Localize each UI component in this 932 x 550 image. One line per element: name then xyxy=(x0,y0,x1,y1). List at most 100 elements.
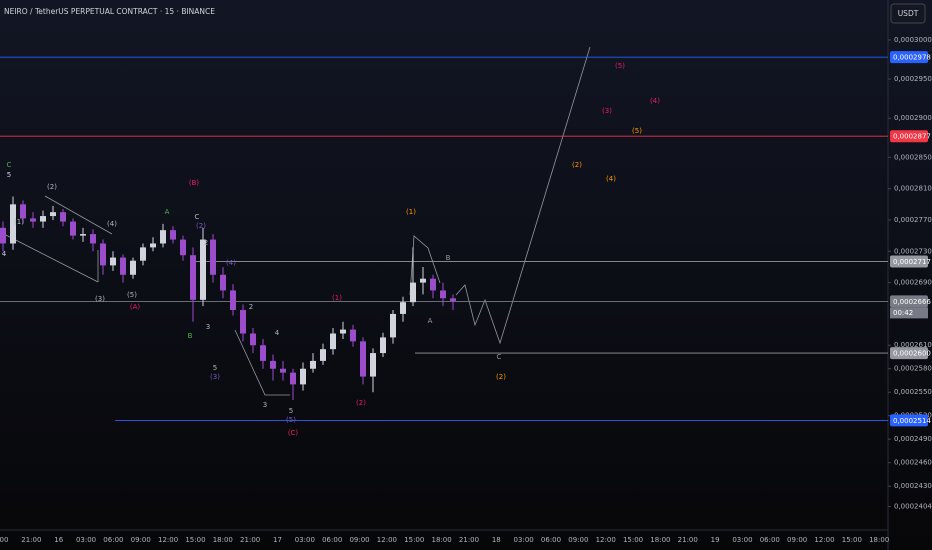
candle-body xyxy=(450,298,456,302)
level-price-box xyxy=(890,51,928,64)
candle-body xyxy=(360,341,366,377)
wave-label: 5 xyxy=(213,364,217,372)
candle-body xyxy=(10,204,16,244)
x-tick-label: 03:00 xyxy=(514,536,534,544)
x-tick-label: 17 xyxy=(273,536,282,544)
level-price-box xyxy=(890,295,928,308)
candle-body xyxy=(280,368,286,373)
candle-body xyxy=(200,239,206,300)
countdown-box xyxy=(890,307,928,319)
x-tick-label: 18 xyxy=(492,536,501,544)
y-tick-label: 0,0002770 xyxy=(894,216,932,224)
wave-label: (C) xyxy=(288,429,299,437)
candle-body xyxy=(30,218,36,222)
x-tick-label: 09:00 xyxy=(787,536,807,544)
y-tick-label: 0,0002730 xyxy=(894,247,932,255)
x-tick-label: 03:00 xyxy=(295,536,315,544)
y-tick-label: 0,0002430 xyxy=(894,482,932,490)
wave-label: (5) xyxy=(127,291,137,299)
wave-label: 2 xyxy=(204,239,208,247)
wave-label: C xyxy=(195,213,200,221)
candle-body xyxy=(150,243,156,248)
x-tick-label: 12:00 xyxy=(814,536,834,544)
y-tick-label: 0,0002550 xyxy=(894,388,932,396)
candle-body xyxy=(50,212,56,217)
candle-body xyxy=(190,255,196,300)
x-tick-label: 12:00 xyxy=(377,536,397,544)
wave-label: 5 xyxy=(289,407,293,415)
wave-sketch xyxy=(234,329,290,396)
wave-label: 4 xyxy=(2,250,7,258)
x-tick-label: 16 xyxy=(54,536,63,544)
channel-line xyxy=(44,195,113,235)
candle-body xyxy=(330,333,336,350)
level-price-label: 0,0002978 xyxy=(893,54,931,62)
level-price-box xyxy=(890,255,928,268)
wave-label: A xyxy=(428,317,433,325)
level-price-label: 0,0002877 xyxy=(893,133,931,141)
candle-body xyxy=(210,239,216,275)
wave-label: (4) xyxy=(606,175,616,183)
wave-label: (4) xyxy=(107,220,117,228)
candle-body xyxy=(370,353,376,377)
x-tick-label: 15:00 xyxy=(842,536,862,544)
y-tick-label: 0,0002460 xyxy=(894,459,932,467)
candle-body xyxy=(320,349,326,361)
wave-label: 3 xyxy=(206,323,210,331)
wave-label: (4) xyxy=(226,259,236,267)
wave-label: C xyxy=(497,353,502,361)
x-tick-label: 21:00 xyxy=(21,536,41,544)
candle-body xyxy=(270,360,276,369)
level-price-box xyxy=(890,130,928,143)
wave-label: (2) xyxy=(496,373,506,381)
x-tick-label: 09:00 xyxy=(568,536,588,544)
candle-body xyxy=(80,234,86,236)
candle-body xyxy=(110,257,116,266)
candle-body xyxy=(70,221,76,236)
candle-body xyxy=(440,290,446,299)
wave-label: (B) xyxy=(189,179,200,187)
level-price-label: 0,0002666 xyxy=(893,298,931,306)
y-tick-label: 0,0002610 xyxy=(894,341,932,349)
x-tick-label: 15:00 xyxy=(623,536,643,544)
wave-label: (1) xyxy=(14,218,24,226)
wave-label: A xyxy=(165,208,170,216)
x-tick-label: 15:00 xyxy=(185,536,205,544)
level-price-box xyxy=(890,347,928,360)
candle-body xyxy=(300,368,306,385)
candle-body xyxy=(420,278,426,283)
x-tick-label: 00 xyxy=(0,536,8,544)
wave-label: (4) xyxy=(650,97,660,105)
x-tick-label: 18:00 xyxy=(213,536,233,544)
x-tick-label: 18:00 xyxy=(869,536,889,544)
wave-label: (2) xyxy=(572,161,582,169)
x-tick-label: 15:00 xyxy=(404,536,424,544)
x-tick-label: 06:00 xyxy=(760,536,780,544)
candle-body xyxy=(430,278,436,291)
wave-label: (3) xyxy=(95,295,105,303)
y-tick-label: 0,0002950 xyxy=(894,75,932,83)
wave-label: 2 xyxy=(249,303,253,311)
wave-label: 3 xyxy=(263,401,267,409)
candle-body xyxy=(130,260,136,275)
channel-line xyxy=(0,231,99,283)
candle-body xyxy=(100,243,106,266)
wave-label: 5 xyxy=(7,171,11,179)
wave-label: (3) xyxy=(602,107,612,115)
wave-label: (A) xyxy=(130,303,141,311)
wave-label: (5) xyxy=(286,416,296,424)
candle-body xyxy=(350,329,356,342)
y-tick-label: 0,0002900 xyxy=(894,114,932,122)
currency-button[interactable] xyxy=(890,3,926,24)
wave-label: (2) xyxy=(47,183,57,191)
candle-body xyxy=(0,227,6,244)
x-tick-label: 21:00 xyxy=(240,536,260,544)
wave-label: (1) xyxy=(406,208,416,216)
candle-body xyxy=(180,239,186,256)
candle-body xyxy=(220,274,226,291)
candle-body xyxy=(140,247,146,261)
currency-label[interactable]: USDT xyxy=(898,9,919,18)
wave-label: 4 xyxy=(275,329,280,337)
x-tick-label: 21:00 xyxy=(459,536,479,544)
